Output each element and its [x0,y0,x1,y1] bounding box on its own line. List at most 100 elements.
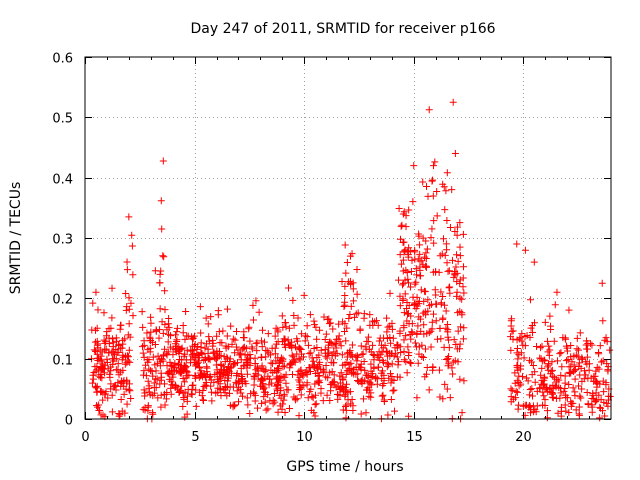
data-point [518,330,526,338]
data-point [428,300,436,308]
data-point [419,353,427,361]
data-point [156,270,164,278]
data-point [112,345,120,353]
data-point [341,320,349,328]
data-point [385,374,393,382]
data-point [161,345,169,353]
data-point [520,354,528,362]
data-point [304,394,312,402]
data-point [361,366,369,374]
data-point [427,343,435,351]
data-point [321,336,329,344]
data-point [313,354,321,362]
data-point [453,223,461,231]
data-point [258,343,266,351]
data-point [432,317,440,325]
data-point [277,384,285,392]
data-point [588,394,596,402]
data-point [379,391,387,399]
data-point [404,343,412,351]
data-point [307,349,315,357]
data-point [213,332,221,340]
data-point [531,368,539,376]
data-point [273,385,281,393]
data-point [422,255,430,263]
data-point [278,405,286,413]
y-tick-label: 0.6 [52,52,73,67]
data-point [93,341,101,349]
data-point [264,405,272,413]
data-point [237,389,245,397]
data-point [156,326,164,334]
data-point [297,366,305,374]
data-point [271,398,279,406]
data-point [103,355,111,363]
data-point [378,348,386,356]
data-point [371,318,379,326]
data-point [221,389,229,397]
data-point [234,346,242,354]
data-point [444,326,452,334]
data-point [261,388,269,396]
data-point [547,322,555,330]
data-point [563,344,571,352]
data-point [254,364,262,372]
data-point [411,280,419,288]
data-point [529,392,537,400]
data-point [396,343,404,351]
data-point [337,369,345,377]
data-point [404,253,412,261]
data-point [227,369,235,377]
data-point [288,342,296,350]
data-point [262,353,270,361]
data-point [338,351,346,359]
data-point [268,379,276,387]
data-point [327,319,335,327]
data-point [319,397,327,405]
data-point [456,340,464,348]
data-point [515,351,523,359]
data-point [264,372,272,380]
data-point [366,380,374,388]
data-point [341,282,349,290]
data-point [103,328,111,336]
data-point [411,246,419,254]
data-point [364,338,372,346]
data-point [526,386,534,394]
data-point [453,278,461,286]
data-point [222,384,230,392]
data-point [544,337,552,345]
data-point [312,391,320,399]
data-point [198,350,206,358]
data-point [442,240,450,248]
data-point [389,334,397,342]
data-point [140,386,148,394]
data-point [367,367,375,375]
data-point [232,372,240,380]
data-point [235,398,243,406]
data-point [320,313,328,321]
data-point [88,379,96,387]
data-point [517,380,525,388]
data-point [342,370,350,378]
data-point [576,329,584,337]
data-point [456,252,464,260]
data-point [183,332,191,340]
data-point [599,377,607,385]
data-point [108,349,116,357]
data-point [261,398,269,406]
data-point [422,262,430,270]
data-point [168,371,176,379]
data-point [216,375,224,383]
axis-ticks: 0 0.1 0.2 0.3 0.4 0.5 0.6 0 5 10 15 20 [52,52,611,445]
data-point [196,364,204,372]
data-point [442,307,450,315]
data-point [545,342,553,350]
data-point [396,292,404,300]
data-point [342,402,350,410]
data-point [289,296,297,304]
data-point [601,336,609,344]
data-point [295,376,303,384]
data-point [326,397,334,405]
data-point [323,354,331,362]
